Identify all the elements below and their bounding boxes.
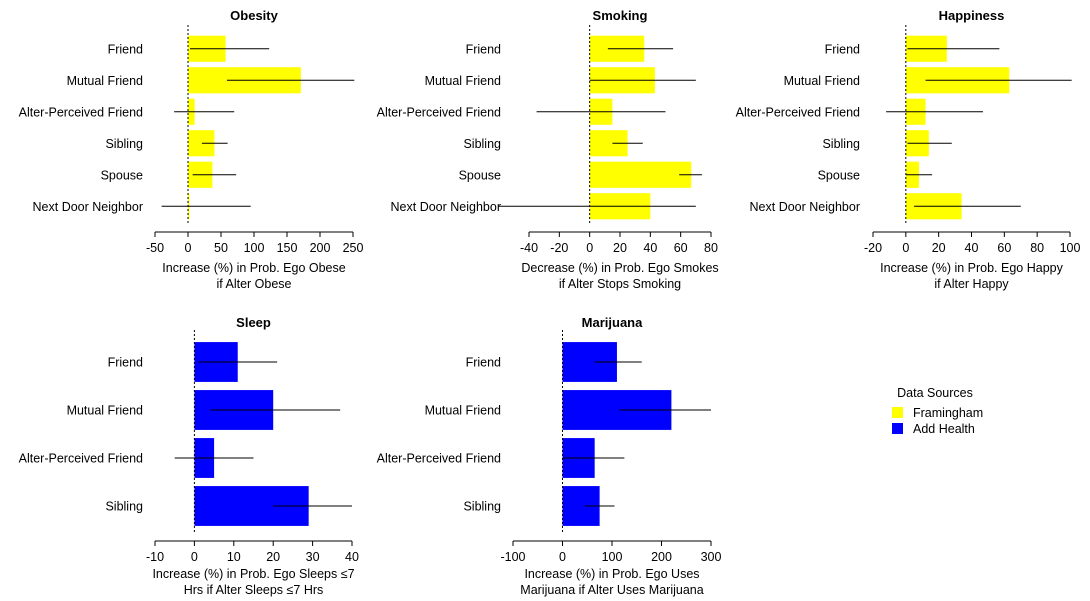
- x-tick-label-happiness: -20: [864, 241, 882, 255]
- panel-title-happiness: Happiness: [939, 8, 1005, 23]
- category-label-smoking-friend: Friend: [466, 42, 501, 56]
- category-label-obesity-spouse: Spouse: [101, 168, 143, 182]
- x-tick-label-marijuana: 100: [602, 550, 623, 564]
- x-tick-label-smoking: 80: [704, 241, 718, 255]
- category-label-smoking-next-door-neighbor: Next Door Neighbor: [391, 200, 501, 214]
- panel-title-marijuana: Marijuana: [582, 315, 643, 330]
- x-tick-label-sleep: 0: [191, 550, 198, 564]
- category-label-marijuana-friend: Friend: [466, 356, 501, 370]
- category-label-sleep-mutual-friend: Mutual Friend: [67, 404, 143, 418]
- x-tick-label-smoking: -40: [520, 241, 538, 255]
- panel-marijuana: Marijuana Friend Mutual Friend Alter-Percei…: [377, 315, 722, 597]
- x-tick-label-marijuana: 300: [701, 550, 722, 564]
- category-label-obesity-sibling: Sibling: [105, 137, 143, 151]
- category-label-happiness-spouse: Spouse: [818, 168, 860, 182]
- panel-title-smoking: Smoking: [593, 8, 648, 23]
- category-label-sleep-sibling: Sibling: [105, 500, 143, 514]
- legend-title: Data Sources: [897, 386, 973, 400]
- legend: Data Sources Framingham Add Health: [892, 386, 983, 436]
- x-axis-label-smoking-line-2: if Alter Stops Smoking: [559, 277, 681, 291]
- x-axis-label-obesity-line-2: if Alter Obese: [216, 277, 291, 291]
- category-label-happiness-sibling: Sibling: [822, 137, 860, 151]
- category-label-sleep-alter-perceived-friend: Alter-Perceived Friend: [19, 452, 143, 466]
- panel-obesity: Obesity Friend Mutual Friend Alter-Perceive…: [19, 8, 364, 291]
- x-tick-label-obesity: 150: [277, 241, 298, 255]
- x-tick-label-obesity: -50: [146, 241, 164, 255]
- panel-title-sleep: Sleep: [236, 315, 271, 330]
- legend-label-add-health: Add Health: [913, 422, 975, 436]
- x-tick-label-smoking: 20: [613, 241, 627, 255]
- panels: Obesity Friend Mutual Friend Alter-Perceive…: [19, 8, 1081, 597]
- legend-swatch-framingham: [892, 407, 903, 418]
- x-tick-label-happiness: 80: [1030, 241, 1044, 255]
- x-axis-label-happiness-line-2: if Alter Happy: [934, 277, 1009, 291]
- category-label-obesity-mutual-friend: Mutual Friend: [67, 74, 143, 88]
- x-axis-label-smoking-line-1: Decrease (%) in Prob. Ego Smokes: [521, 261, 718, 275]
- x-tick-label-sleep: -10: [146, 550, 164, 564]
- category-label-sleep-friend: Friend: [108, 356, 143, 370]
- category-label-smoking-mutual-friend: Mutual Friend: [425, 74, 501, 88]
- x-tick-label-smoking: -20: [550, 241, 568, 255]
- x-axis-label-happiness-line-1: Increase (%) in Prob. Ego Happy: [880, 261, 1063, 275]
- x-tick-label-obesity: 50: [214, 241, 228, 255]
- category-label-smoking-spouse: Spouse: [459, 168, 501, 182]
- x-tick-label-obesity: 200: [310, 241, 331, 255]
- x-tick-label-obesity: 0: [185, 241, 192, 255]
- x-tick-label-sleep: 30: [306, 550, 320, 564]
- panel-title-obesity: Obesity: [230, 8, 278, 23]
- x-tick-label-happiness: 40: [965, 241, 979, 255]
- x-tick-label-sleep: 20: [266, 550, 280, 564]
- legend-label-framingham: Framingham: [913, 406, 983, 420]
- category-label-happiness-alter-perceived-friend: Alter-Perceived Friend: [736, 105, 860, 119]
- x-tick-label-marijuana: 200: [651, 550, 672, 564]
- legend-swatch-add-health: [892, 423, 903, 434]
- x-tick-label-happiness: 100: [1060, 241, 1081, 255]
- category-label-happiness-mutual-friend: Mutual Friend: [784, 74, 860, 88]
- x-tick-label-obesity: 250: [343, 241, 364, 255]
- x-tick-label-happiness: 0: [902, 241, 909, 255]
- x-tick-label-smoking: 40: [643, 241, 657, 255]
- x-axis-label-sleep-line-1: Increase (%) in Prob. Ego Sleeps ≤7: [152, 567, 354, 581]
- x-tick-label-sleep: 40: [345, 550, 359, 564]
- x-tick-label-smoking: 60: [674, 241, 688, 255]
- category-label-happiness-friend: Friend: [825, 42, 860, 56]
- panel-happiness: Happiness Friend Mutual Friend Alter-Percei…: [736, 8, 1081, 291]
- x-tick-label-marijuana: 0: [559, 550, 566, 564]
- category-label-marijuana-sibling: Sibling: [463, 500, 501, 514]
- category-label-smoking-alter-perceived-friend: Alter-Perceived Friend: [377, 105, 501, 119]
- category-label-smoking-sibling: Sibling: [463, 137, 501, 151]
- x-tick-label-marijuana: -100: [500, 550, 525, 564]
- x-axis-label-marijuana-line-2: Marijuana if Alter Uses Marijuana: [520, 583, 703, 597]
- category-label-happiness-next-door-neighbor: Next Door Neighbor: [750, 200, 860, 214]
- panel-smoking: Smoking Friend Mutual Friend Alter-Perceive…: [377, 8, 719, 291]
- x-tick-label-smoking: 0: [586, 241, 593, 255]
- x-tick-label-happiness: 60: [997, 241, 1011, 255]
- x-tick-label-sleep: 10: [227, 550, 241, 564]
- x-axis-label-marijuana-line-1: Increase (%) in Prob. Ego Uses: [524, 567, 699, 581]
- bar-smoking-spouse: [589, 161, 692, 188]
- category-label-obesity-alter-perceived-friend: Alter-Perceived Friend: [19, 105, 143, 119]
- x-tick-label-obesity: 100: [244, 241, 265, 255]
- x-axis-label-obesity-line-1: Increase (%) in Prob. Ego Obese: [162, 261, 345, 275]
- category-label-marijuana-mutual-friend: Mutual Friend: [425, 404, 501, 418]
- x-axis-label-sleep-line-2: Hrs if Alter Sleeps ≤7 Hrs: [184, 583, 324, 597]
- category-label-obesity-friend: Friend: [108, 42, 143, 56]
- category-label-obesity-next-door-neighbor: Next Door Neighbor: [33, 200, 143, 214]
- category-label-marijuana-alter-perceived-friend: Alter-Perceived Friend: [377, 452, 501, 466]
- panel-sleep: Sleep Friend Mutual Friend Alter-Perceived …: [19, 315, 359, 597]
- x-tick-label-happiness: 20: [932, 241, 946, 255]
